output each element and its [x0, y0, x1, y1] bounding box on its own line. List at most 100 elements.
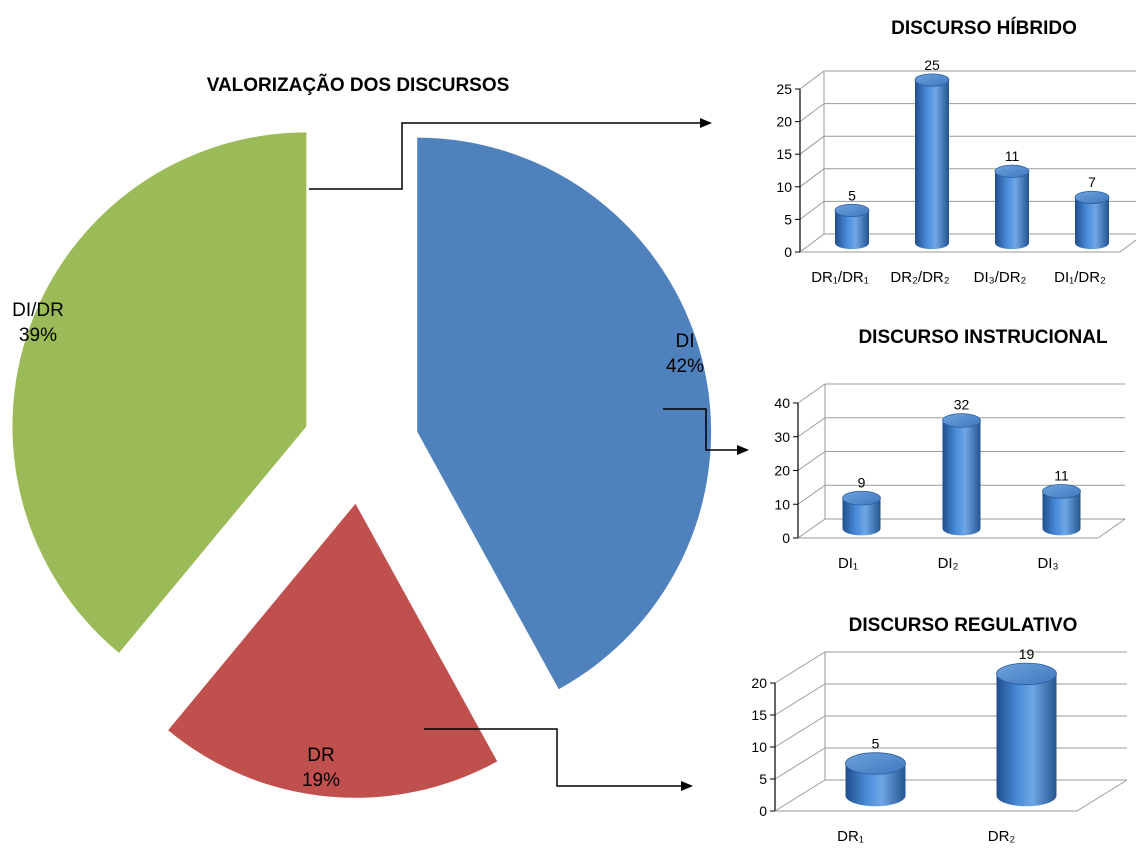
- y-tick-label: 10: [774, 496, 790, 512]
- floor-side-edge: [1119, 239, 1136, 253]
- gridline-wall: [774, 747, 826, 780]
- pie-value-di: 42%: [666, 356, 704, 377]
- grid: [770, 651, 1128, 812]
- bar-chart-regulativo: DISCURSO REGULATIVO 0 5 10 15 20 5 DR₁ 19 DR₂: [751, 615, 1128, 845]
- x-tick-label: DR₂: [988, 828, 1016, 845]
- x-tick-label: DR₂/DR₂: [890, 269, 949, 286]
- x-tick-label: DI₃/DR₂: [974, 269, 1027, 286]
- pie-label-didr: DI/DR: [12, 300, 64, 321]
- gridline-wall: [774, 651, 826, 684]
- y-tick-label: 15: [776, 146, 792, 162]
- gridline-wall: [797, 417, 826, 438]
- bar-cap: [942, 413, 981, 428]
- y-tick-label: 0: [782, 530, 790, 546]
- bar-body: [1075, 197, 1109, 250]
- bar-title-regulativo: DISCURSO REGULATIVO: [849, 615, 1078, 636]
- bar-body: [1042, 491, 1081, 536]
- floor-side-edge: [1076, 779, 1128, 812]
- bar: [996, 662, 1057, 807]
- pie-slice-didr: [12, 132, 307, 653]
- gridline-wall: [799, 103, 825, 122]
- data-label: 32: [954, 397, 970, 413]
- y-tick-label: 10: [776, 179, 792, 195]
- gridline-wall: [797, 383, 826, 404]
- x-tick-label: DI₃: [1037, 555, 1058, 572]
- bar-body: [842, 498, 881, 536]
- x-tick-label: DR₁/DR₁: [811, 269, 869, 286]
- y-tick-label: 30: [774, 429, 790, 445]
- pie-value-didr: 39%: [19, 325, 57, 346]
- grid: [795, 70, 1136, 253]
- pie-title: VALORIZAÇÃO DOS DISCURSOS: [207, 74, 510, 96]
- gridline-wall: [799, 135, 825, 155]
- y-tick-label: 10: [751, 739, 767, 755]
- gridline-wall: [774, 683, 826, 716]
- bar: [942, 413, 981, 536]
- data-label: 11: [1054, 468, 1069, 484]
- pie-slice-di: [417, 137, 712, 690]
- bar-body: [942, 420, 981, 536]
- gridline-wall: [797, 518, 826, 539]
- gridline-wall: [774, 715, 826, 748]
- x-tick-label: DI₁/DR₂: [1054, 269, 1106, 286]
- bar-body: [995, 171, 1029, 250]
- arrowhead-regulativo: [681, 781, 693, 791]
- x-tick-label: DR₁: [837, 828, 864, 845]
- bar-cap: [1042, 484, 1081, 499]
- y-tick-label: 20: [774, 463, 790, 479]
- data-label: 19: [1019, 646, 1035, 662]
- arrow-didr-to-hibrido: [309, 122, 700, 190]
- y-tick-label: 25: [776, 81, 792, 97]
- data-label: 5: [872, 736, 880, 752]
- y-tick-label: 5: [784, 211, 792, 227]
- bar-chart-instrucional: DISCURSO INSTRUCIONAL 0 10 20 30 40 9 DI₁ 32 DI₂…: [774, 327, 1126, 572]
- pie-label-di: DI: [676, 331, 695, 352]
- bar-body: [835, 210, 869, 250]
- bar-cap: [842, 490, 881, 506]
- bar-cap: [994, 164, 1030, 178]
- y-tick-label: 0: [784, 244, 792, 260]
- bar-title-instrucional: DISCURSO INSTRUCIONAL: [858, 327, 1108, 348]
- bar-cap: [996, 662, 1057, 686]
- bar: [842, 490, 881, 536]
- pie-value-dr: 19%: [302, 770, 340, 791]
- gridline-wall: [799, 70, 825, 90]
- y-tick-label: 5: [759, 771, 767, 787]
- bar: [834, 203, 870, 250]
- y-tick-label: 20: [751, 675, 767, 691]
- bar-cap: [845, 752, 906, 775]
- y-tick-label: 15: [751, 707, 767, 723]
- gridline-wall: [799, 168, 825, 188]
- gridline-wall: [797, 451, 826, 471]
- arrowhead-hibrido: [700, 118, 712, 128]
- pie-chart: VALORIZAÇÃO DOS DISCURSOS DI 42% DR 19% …: [12, 74, 712, 798]
- gridline-wall: [797, 484, 826, 505]
- bar: [994, 164, 1030, 250]
- gridline-wall: [799, 233, 825, 253]
- bar-cap: [914, 73, 950, 87]
- gridline-wall: [799, 200, 825, 220]
- arrowhead-instrucional: [737, 445, 749, 455]
- pie-slice-dr: [168, 503, 498, 798]
- bar: [1042, 484, 1081, 536]
- bar-body: [996, 673, 1057, 807]
- bar-chart-hibrido: DISCURSO HÍBRIDO 0 5 10 15 20 25 5 DR₁/DR₁ 25 DR₂…: [776, 17, 1136, 286]
- data-label: 7: [1088, 174, 1096, 190]
- y-tick-label: 0: [759, 803, 767, 819]
- arrow-dr-to-regulativo: [424, 728, 681, 787]
- arrow-di-to-instrucional: [663, 408, 737, 451]
- y-tick-label: 40: [774, 395, 790, 411]
- x-tick-label: DI₁: [838, 555, 858, 572]
- data-label: 11: [1005, 148, 1020, 164]
- data-label: 25: [924, 57, 940, 73]
- bar-body: [845, 763, 906, 807]
- bar: [914, 73, 950, 250]
- floor-side-edge: [1097, 518, 1126, 539]
- x-tick-label: DI₂: [938, 555, 959, 572]
- bar-body: [915, 80, 949, 250]
- bar-title-hibrido: DISCURSO HÍBRIDO: [891, 17, 1077, 39]
- pie-label-dr: DR: [307, 745, 334, 766]
- data-label: 5: [848, 187, 856, 203]
- y-tick-label: 20: [776, 114, 792, 130]
